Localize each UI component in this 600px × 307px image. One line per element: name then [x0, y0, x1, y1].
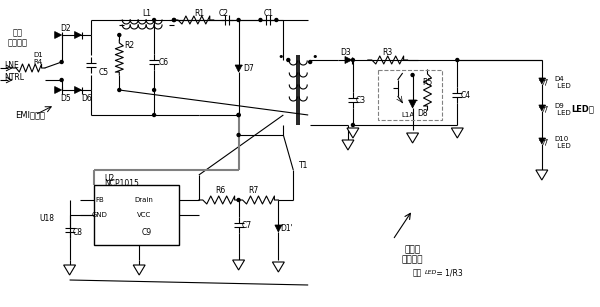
Circle shape	[118, 88, 121, 91]
Text: GND: GND	[91, 212, 107, 218]
Polygon shape	[345, 56, 352, 64]
Text: D4
 LED: D4 LED	[555, 76, 571, 88]
Text: C7: C7	[241, 220, 251, 230]
Text: D7: D7	[243, 64, 254, 72]
Polygon shape	[74, 32, 82, 38]
Circle shape	[237, 134, 240, 137]
Text: LNE: LNE	[4, 60, 19, 69]
Polygon shape	[451, 128, 463, 138]
Text: R2: R2	[124, 41, 134, 49]
Text: D1
R4: D1 R4	[33, 52, 43, 64]
Polygon shape	[347, 128, 359, 138]
Polygon shape	[342, 140, 354, 150]
Text: C5: C5	[98, 68, 109, 76]
Text: C2: C2	[218, 9, 229, 17]
Text: D9
 LED: D9 LED	[555, 103, 571, 115]
Polygon shape	[539, 105, 545, 111]
Text: NCP1015: NCP1015	[104, 178, 139, 188]
Text: D2: D2	[61, 24, 71, 33]
Text: C8: C8	[73, 227, 83, 236]
Text: L1: L1	[143, 9, 152, 17]
Text: D5: D5	[60, 94, 71, 103]
Polygon shape	[407, 133, 419, 143]
Text: C1: C1	[263, 9, 274, 17]
Circle shape	[237, 18, 240, 21]
Text: •: •	[311, 52, 317, 62]
Text: C6: C6	[159, 57, 169, 67]
Text: 简单的
反馈电路: 简单的 反馈电路	[402, 245, 424, 265]
Text: C3: C3	[356, 95, 366, 104]
Text: D8: D8	[417, 108, 428, 118]
Text: T1: T1	[299, 161, 308, 169]
Text: FB: FB	[95, 197, 104, 203]
Polygon shape	[536, 170, 548, 180]
Text: R7: R7	[248, 185, 259, 195]
Text: D6: D6	[81, 94, 92, 103]
Polygon shape	[133, 265, 145, 275]
Text: NTRL: NTRL	[4, 72, 24, 81]
Text: L1A: L1A	[401, 112, 414, 118]
Text: VCC: VCC	[137, 212, 151, 218]
Circle shape	[352, 123, 355, 126]
Text: U18: U18	[39, 213, 54, 223]
Text: Drain: Drain	[135, 197, 154, 203]
Polygon shape	[539, 78, 545, 84]
Polygon shape	[64, 265, 76, 275]
Polygon shape	[74, 87, 82, 94]
Polygon shape	[409, 100, 416, 108]
Circle shape	[237, 114, 240, 116]
Text: R3: R3	[383, 48, 393, 56]
Text: = 1/R3: = 1/R3	[434, 269, 463, 278]
Circle shape	[60, 79, 63, 81]
Text: D1': D1'	[280, 223, 293, 232]
Text: •: •	[277, 52, 284, 62]
Circle shape	[308, 60, 311, 64]
Circle shape	[118, 33, 121, 37]
Circle shape	[259, 18, 262, 21]
Text: R5: R5	[422, 77, 433, 87]
Circle shape	[456, 59, 459, 61]
Polygon shape	[55, 87, 62, 94]
Text: EMI滤波器: EMI滤波器	[15, 111, 45, 119]
FancyBboxPatch shape	[94, 185, 179, 245]
Text: D3: D3	[341, 48, 352, 56]
Polygon shape	[55, 32, 62, 38]
Circle shape	[237, 199, 240, 201]
Circle shape	[287, 59, 290, 61]
Circle shape	[275, 18, 278, 21]
Text: C9: C9	[142, 227, 152, 236]
Text: 设定: 设定	[413, 269, 422, 278]
Circle shape	[237, 114, 240, 116]
Polygon shape	[235, 65, 242, 72]
Polygon shape	[233, 260, 245, 270]
Circle shape	[60, 60, 63, 64]
Text: LED串: LED串	[572, 104, 595, 114]
Text: 通用
交流输入: 通用 交流输入	[8, 28, 28, 48]
Text: D10
 LED: D10 LED	[555, 135, 571, 149]
Polygon shape	[275, 225, 282, 232]
Polygon shape	[272, 262, 284, 272]
Circle shape	[172, 18, 175, 21]
Text: R6: R6	[215, 185, 226, 195]
Circle shape	[411, 73, 414, 76]
Text: C4: C4	[460, 91, 470, 99]
Circle shape	[152, 88, 155, 91]
Text: R1: R1	[194, 9, 204, 17]
Polygon shape	[539, 138, 545, 144]
Circle shape	[172, 18, 175, 21]
Text: U2: U2	[104, 173, 115, 182]
Text: LED: LED	[425, 270, 437, 275]
Circle shape	[152, 18, 155, 21]
Circle shape	[152, 114, 155, 116]
Circle shape	[352, 59, 355, 61]
